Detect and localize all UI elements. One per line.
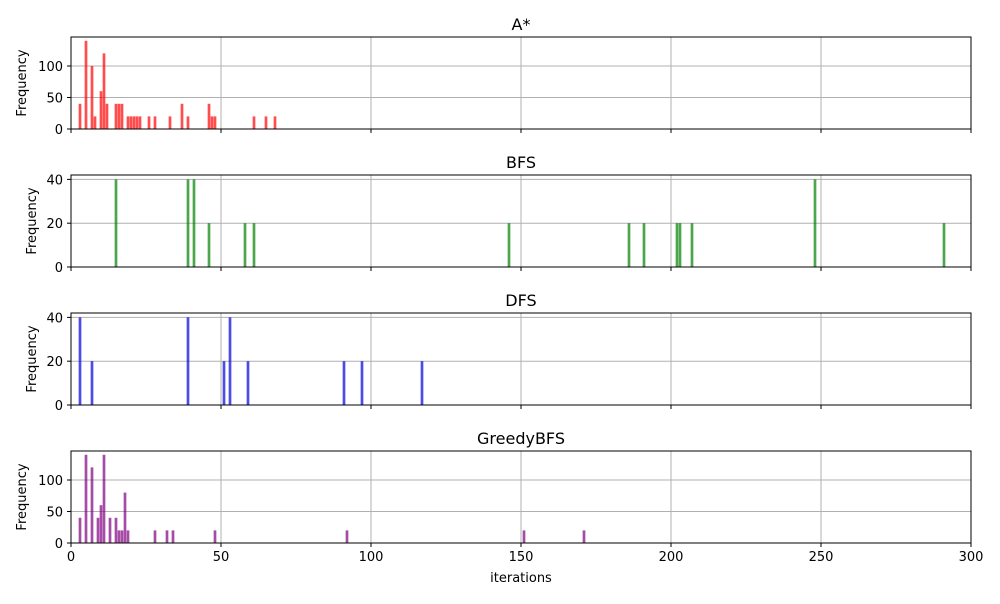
histogram-bar [96, 517, 100, 543]
histogram-bar [207, 223, 211, 267]
histogram-bar [207, 103, 211, 129]
x-tick-label: 100 [359, 550, 384, 565]
y-tick-label: 20 [46, 217, 63, 232]
x-tick-label: 300 [959, 550, 984, 565]
y-axis-label: Frequency [25, 325, 40, 392]
y-axis-label: Frequency [25, 187, 40, 254]
histogram-bar [90, 467, 94, 543]
histogram-bar [228, 317, 232, 405]
histogram-bar [420, 361, 424, 405]
y-tick-label: 20 [46, 355, 63, 370]
histogram-bar [147, 116, 151, 129]
histogram-bar [180, 103, 184, 129]
y-axis-label: Frequency [15, 463, 30, 530]
histogram-bar [675, 223, 679, 267]
panel-title: DFS [505, 291, 536, 310]
histogram-bar [642, 223, 646, 267]
x-tick-label: 150 [509, 550, 534, 565]
histogram-bar [135, 116, 139, 129]
y-tick-label: 0 [55, 537, 63, 552]
y-tick-label: 0 [55, 261, 63, 276]
histogram-bar [678, 223, 682, 267]
histogram-bar [99, 91, 103, 129]
histogram-bar [213, 530, 217, 543]
histogram-bar [186, 179, 190, 267]
histogram-bar [210, 116, 214, 129]
histogram-bar [120, 530, 124, 543]
histogram-bar [690, 223, 694, 267]
histogram-bar [186, 116, 190, 129]
y-tick-label: 100 [38, 60, 63, 75]
panel-title: GreedyBFS [477, 429, 565, 448]
histogram-bar [78, 317, 82, 405]
histogram-bar [153, 530, 157, 543]
histogram-bar [171, 530, 175, 543]
y-tick-label: 40 [46, 173, 63, 188]
histogram-bar [102, 53, 106, 129]
histogram-bar [345, 530, 349, 543]
histogram-bar [117, 530, 121, 543]
histogram-bar [522, 530, 526, 543]
histogram-bar [138, 116, 142, 129]
histogram-bar [114, 179, 118, 267]
histogram-bar [153, 116, 157, 129]
x-tick-label: 0 [67, 550, 75, 565]
histogram-bar [813, 179, 817, 267]
histogram-bar [342, 361, 346, 405]
histogram-bar [102, 454, 106, 543]
histogram-bar [165, 530, 169, 543]
histogram-bar [90, 65, 94, 129]
histogram-bar [90, 361, 94, 405]
histogram-bar [114, 517, 118, 543]
histogram-bar [126, 530, 130, 543]
histogram-bar [93, 116, 97, 129]
histogram-bar [243, 223, 247, 267]
histogram-bar [213, 116, 217, 129]
histogram-bar [246, 361, 250, 405]
histogram-bar [186, 317, 190, 405]
histogram-bar [99, 505, 103, 543]
histogram-bar [78, 103, 82, 129]
histogram-bar [273, 116, 277, 129]
y-tick-label: 100 [38, 474, 63, 489]
histogram-bar [252, 223, 256, 267]
histogram-bar [78, 517, 82, 543]
x-tick-label: 250 [809, 550, 834, 565]
histogram-bar [126, 116, 130, 129]
x-tick-label: 200 [659, 550, 684, 565]
histogram-bar [168, 116, 172, 129]
y-tick-label: 40 [46, 311, 63, 326]
histogram-bar [120, 103, 124, 129]
histogram-bar [507, 223, 511, 267]
y-tick-label: 0 [55, 123, 63, 138]
histogram-bar [123, 492, 127, 543]
y-tick-label: 50 [46, 91, 63, 106]
x-tick-label: 50 [213, 550, 230, 565]
histogram-bar [252, 116, 256, 129]
histogram-bar [222, 361, 226, 405]
y-axis-label: Frequency [15, 49, 30, 116]
panel-title: BFS [506, 153, 536, 172]
histogram-bar [264, 116, 268, 129]
histogram-bar [627, 223, 631, 267]
histogram-bar [129, 116, 133, 129]
histogram-bar [84, 454, 88, 543]
histogram-bar [132, 116, 136, 129]
histogram-bar [114, 103, 118, 129]
histogram-bar [360, 361, 364, 405]
histogram-bar [84, 40, 88, 129]
histogram-bar [942, 223, 946, 267]
x-axis-label: iterations [490, 571, 552, 586]
y-tick-label: 0 [55, 399, 63, 414]
panel-title: A* [512, 15, 531, 34]
y-tick-label: 50 [46, 505, 63, 520]
histogram-bar [117, 103, 121, 129]
histogram-bar [192, 179, 196, 267]
histogram-bar [582, 530, 586, 543]
histogram-bar [105, 103, 109, 129]
histogram-bar [108, 517, 112, 543]
